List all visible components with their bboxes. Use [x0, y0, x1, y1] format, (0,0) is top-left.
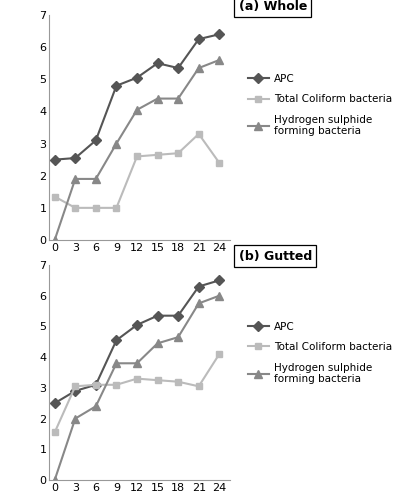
Legend: APC, Total Coliform bacteria, Hydrogen sulphide
forming bacteria: APC, Total Coliform bacteria, Hydrogen s…	[243, 70, 396, 140]
Text: (a) Whole: (a) Whole	[238, 0, 306, 12]
Legend: APC, Total Coliform bacteria, Hydrogen sulphide
forming bacteria: APC, Total Coliform bacteria, Hydrogen s…	[243, 318, 396, 388]
Text: (b) Gutted: (b) Gutted	[238, 250, 311, 263]
